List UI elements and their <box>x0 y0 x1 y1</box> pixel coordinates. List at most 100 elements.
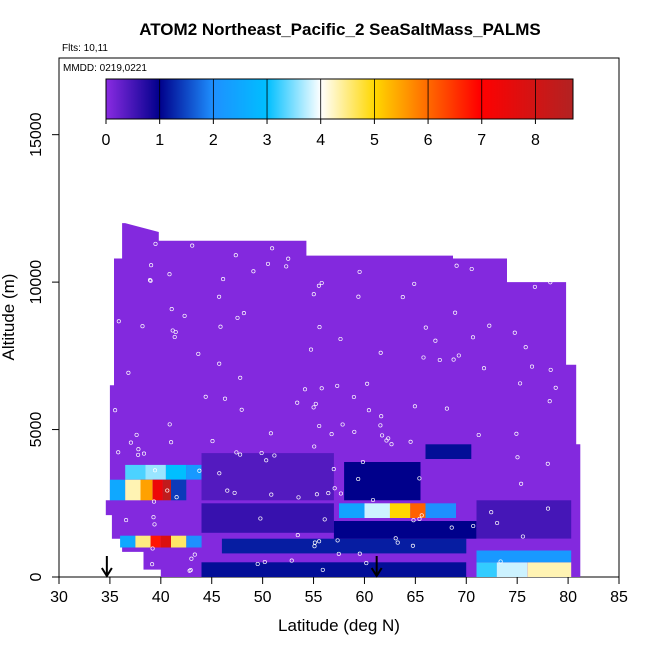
sample-point <box>338 336 343 342</box>
sample-point <box>188 568 193 573</box>
sample-point <box>523 345 528 350</box>
sample-point <box>116 319 121 324</box>
sample-point <box>317 325 322 330</box>
sample-point <box>514 431 519 436</box>
sample-point <box>400 295 405 300</box>
sample-point <box>165 488 170 493</box>
sample-point <box>173 329 178 335</box>
sample-point <box>269 492 274 497</box>
sample-point <box>141 451 147 456</box>
sample-point <box>384 438 389 443</box>
sample-point <box>218 324 223 329</box>
sample-point <box>545 461 550 466</box>
sample-point <box>553 385 558 390</box>
heatmap-cell <box>221 538 467 554</box>
heatmap-cell <box>527 562 572 577</box>
sample-point <box>217 361 222 366</box>
marker-arrow-head <box>101 567 113 578</box>
sample-point <box>487 323 492 328</box>
sample-point <box>451 357 456 362</box>
sample-point <box>302 387 308 392</box>
sample-point <box>379 414 384 419</box>
sample-point <box>136 447 141 452</box>
heatmap-cell <box>476 562 497 577</box>
sample-point <box>366 408 371 413</box>
heatmap-cell <box>476 550 572 563</box>
colorbar-tick-label: 8 <box>531 132 540 149</box>
heatmap-cell <box>410 503 426 518</box>
sample-point <box>336 551 341 556</box>
sample-point <box>265 261 271 266</box>
sample-point <box>217 294 222 299</box>
flights-label: Flts: 10,11 <box>62 43 108 54</box>
sample-point <box>481 366 487 371</box>
sample-point <box>238 452 243 457</box>
heatmap-cell <box>186 535 202 548</box>
heatmap-cell <box>120 535 136 548</box>
sample-point <box>295 533 300 538</box>
sample-point <box>437 357 442 363</box>
heatmap-cell <box>150 535 161 548</box>
marker-arrow-head <box>370 567 383 578</box>
sample-point <box>140 324 145 329</box>
sample-point <box>412 281 417 286</box>
y-tick-label: 15000 <box>28 112 45 157</box>
heatmap-cell <box>344 462 421 501</box>
sample-point <box>225 488 230 493</box>
sample-point <box>313 401 318 406</box>
heatmap-cell <box>339 503 365 518</box>
sample-point <box>379 250 384 255</box>
heatmap-cell <box>165 464 187 480</box>
sample-point <box>259 450 264 456</box>
sample-point <box>469 266 474 272</box>
sample-point <box>547 399 552 404</box>
sample-point <box>232 490 237 495</box>
sample-point <box>284 264 289 269</box>
sample-point <box>393 536 398 541</box>
heatmap-cell <box>201 503 334 533</box>
x-tick-label: 75 <box>508 589 526 606</box>
colorbar-tick-label: 6 <box>424 132 433 149</box>
sample-point <box>312 444 317 449</box>
sample-point <box>169 307 174 312</box>
sample-point <box>317 539 322 544</box>
heatmap-cell <box>152 479 163 501</box>
colorbar-tick-label: 3 <box>263 132 272 149</box>
heatmap-cell <box>140 479 153 501</box>
sample-point <box>529 364 535 369</box>
chart-title: ATOM2 Northeast_Pacific_2 SeaSaltMass_PA… <box>139 20 541 39</box>
heatmap-cell <box>171 535 187 548</box>
sample-point <box>197 468 202 473</box>
sample-point <box>378 423 383 428</box>
sample-point <box>239 407 244 412</box>
sample-point <box>251 269 256 274</box>
sample-point <box>235 315 240 320</box>
x-tick-label: 70 <box>457 589 475 606</box>
sample-point <box>153 241 158 246</box>
sample-point <box>172 334 177 340</box>
sample-point <box>116 450 121 455</box>
colorbar-tick-label: 2 <box>209 132 218 149</box>
sample-point <box>433 338 438 343</box>
sample-point <box>151 499 157 504</box>
sample-point <box>316 283 321 288</box>
y-tick-label: 5000 <box>28 412 45 448</box>
sample-point <box>189 556 194 561</box>
colorbar-tick-label: 7 <box>477 132 486 149</box>
x-axis: 30 35 40 45 50 55 60 65 70 75 80 85 <box>50 577 628 606</box>
sample-point <box>192 552 197 557</box>
sample-point <box>203 394 208 399</box>
sample-point <box>241 311 246 316</box>
sample-point <box>320 567 325 572</box>
sample-point <box>152 468 158 473</box>
sample-point <box>351 394 356 400</box>
sample-point <box>338 491 343 496</box>
sample-point <box>255 561 260 567</box>
sample-point <box>190 243 195 248</box>
sample-point <box>389 442 394 447</box>
sample-point <box>532 284 537 289</box>
x-tick-label: 35 <box>101 589 119 606</box>
sample-point <box>329 432 334 437</box>
x-tick-label: 85 <box>610 589 628 606</box>
sample-point <box>476 432 481 438</box>
